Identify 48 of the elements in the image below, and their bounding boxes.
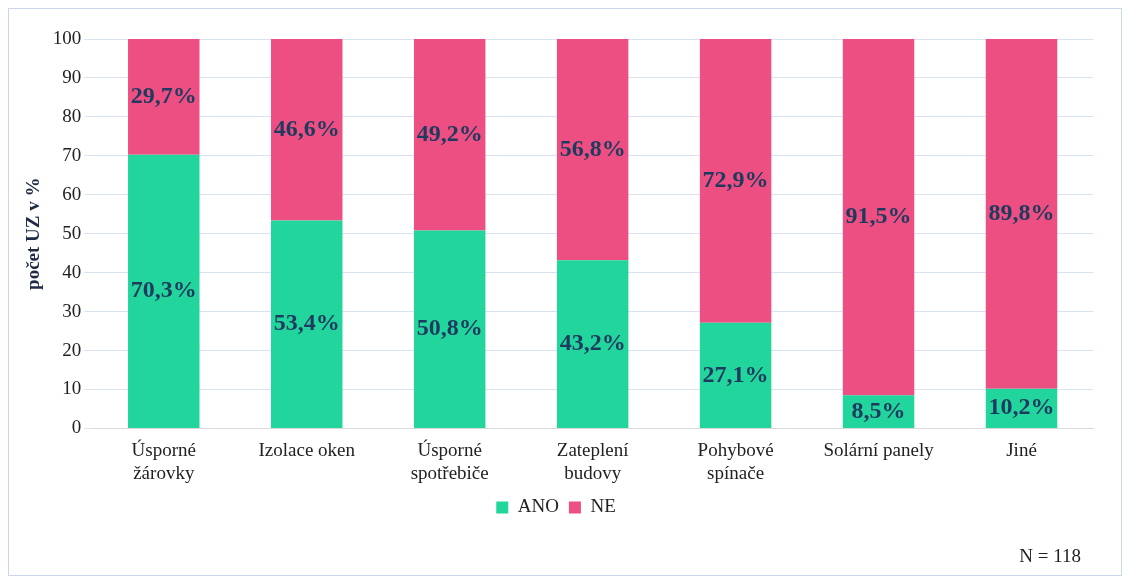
x-tick-label: Izolace oken [258,438,356,460]
data-label: 70,3% [130,276,197,303]
y-tick-label: 50 [62,221,82,243]
bar [271,220,343,428]
x-tick-label: Úsporné žárovky [131,438,196,483]
bar [699,322,772,428]
bar [128,39,200,155]
data-label: 8,5% [851,396,906,423]
bar [413,230,486,428]
bar [985,39,1058,389]
data-label: 43,2% [559,329,626,356]
y-axis-title: počet UZ v % [22,177,44,290]
y-tick-label: 90 [62,65,82,87]
data-label: 49,2% [416,120,483,146]
data-label: 50,8% [416,314,483,341]
data-label: 56,8% [559,134,626,161]
legend-label: NE [590,495,616,517]
data-label: 53,4% [273,309,340,336]
bar [556,39,629,261]
bar [842,39,915,396]
data-label: 27,1% [702,360,769,387]
bar [413,39,486,231]
y-tick-label: 100 [52,26,82,48]
data-label: 72,9% [702,166,769,193]
y-tick-label: 80 [62,104,82,126]
data-label: 89,8% [988,199,1055,226]
y-tick-label: 40 [62,260,82,282]
x-tick-label: Zateplení budovy [556,438,630,483]
data-label: 46,6% [273,114,340,141]
y-tick-label: 20 [62,338,82,360]
y-tick-label: 10 [62,377,82,399]
x-tick-label: Solární panely [823,438,935,460]
bar [699,39,772,323]
x-tick-label: Jiné [1006,438,1037,460]
data-label: 91,5% [845,202,912,229]
y-tick-label: 0 [71,416,82,438]
x-tick-label: Pohybové spínače [697,438,774,483]
text: N = 118 [1019,545,1081,567]
data-label: 29,7% [130,82,197,109]
x-tick-label: Úsporné spotřebiče [410,438,489,483]
bar [128,154,200,428]
bar [556,260,629,428]
bar [271,39,343,221]
data-label: 10,2% [988,393,1055,420]
y-tick-label: 70 [62,143,82,165]
legend-label: ANO [517,495,559,517]
y-tick-label: 30 [62,299,82,321]
y-tick-label: 60 [62,182,82,204]
